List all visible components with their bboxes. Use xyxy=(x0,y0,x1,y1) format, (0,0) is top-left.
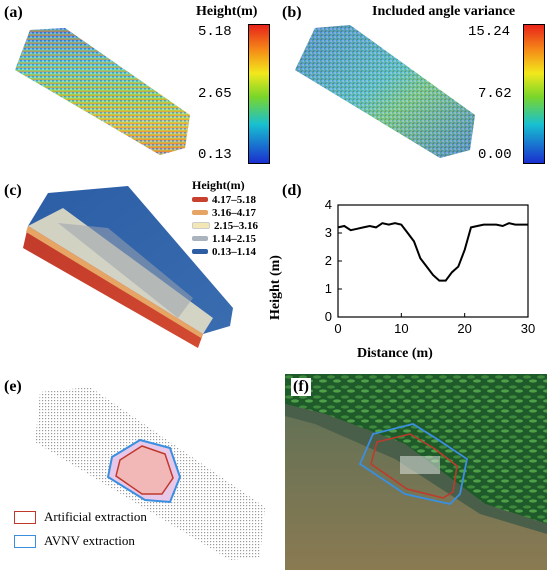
legend-c-item: 0.13–1.14 xyxy=(192,245,258,258)
legend-label: 1.14–2.15 xyxy=(212,232,256,245)
colorbar-b-tick-max: 15.24 xyxy=(468,24,511,40)
extraction-comparison-point-cloud xyxy=(35,387,265,560)
colorbar-a-title: Height(m) xyxy=(196,4,258,19)
aerial-photo xyxy=(285,374,547,570)
panel-b-label: (b) xyxy=(282,4,302,21)
legend-e-item: Artificial extraction xyxy=(14,505,147,529)
legend-label: AVNV extraction xyxy=(44,533,135,548)
y-tick-label: 2 xyxy=(325,253,332,268)
colorbar-b xyxy=(523,24,545,164)
legend-label: 4.17–5.18 xyxy=(212,193,256,206)
legend-label: 0.13–1.14 xyxy=(212,245,256,258)
colorbar-b-tick-mid: 7.62 xyxy=(478,86,512,102)
x-tick-label: 30 xyxy=(521,321,535,336)
legend-swatch xyxy=(192,210,208,215)
panel-f-label: (f) xyxy=(291,378,311,396)
x-tick-label: 10 xyxy=(394,321,408,336)
legend-c-item: 1.14–2.15 xyxy=(192,232,258,245)
point-cloud-angle-variance-plot xyxy=(295,25,475,158)
legend-e-item: AVNV extraction xyxy=(14,529,147,553)
height-profile-chart: 0 1 2 3 4 0 10 20 30 xyxy=(325,197,535,336)
y-axis-label: Height (m) xyxy=(268,255,283,320)
legend-c-item: 2.15–3.16 xyxy=(192,219,258,232)
legend-swatch xyxy=(192,197,208,202)
legend-swatch xyxy=(14,534,36,548)
panel-c-label: (c) xyxy=(4,182,22,199)
legend-label: 2.15–3.16 xyxy=(214,219,258,232)
legend-label: 3.16–4.17 xyxy=(212,206,256,219)
legend-swatch xyxy=(192,222,210,229)
legend-swatch xyxy=(192,249,208,254)
y-tick-label: 0 xyxy=(325,309,332,324)
y-tick-label: 4 xyxy=(325,197,332,212)
legend-swatch xyxy=(14,510,36,524)
x-axis-label: Distance (m) xyxy=(357,346,433,361)
legend-c: Height(m) 4.17–5.18 3.16–4.17 2.15–3.16 … xyxy=(192,178,258,258)
colorbar-a-tick-mid: 2.65 xyxy=(198,86,232,102)
colorbar-a xyxy=(248,24,270,164)
colorbar-b-title: Included angle variance xyxy=(372,4,516,19)
colorbar-a-tick-max: 5.18 xyxy=(198,24,232,40)
legend-c-title: Height(m) xyxy=(192,178,245,192)
legend-swatch xyxy=(192,236,208,241)
panel-a-label: (a) xyxy=(4,4,23,21)
plot-frame xyxy=(337,204,529,318)
legend-c-item: 4.17–5.18 xyxy=(192,193,258,206)
x-tick-label: 0 xyxy=(334,321,341,336)
panel-e-label: (e) xyxy=(4,378,22,395)
legend-label: Artificial extraction xyxy=(44,509,147,524)
panel-d-label: (d) xyxy=(282,182,302,199)
colorbar-a-tick-min: 0.13 xyxy=(198,147,232,163)
height-profile-line xyxy=(337,222,528,282)
colorbar-b-tick-min: 0.00 xyxy=(478,147,512,163)
y-tick-label: 1 xyxy=(325,281,332,296)
point-cloud-height-plot xyxy=(15,28,190,155)
x-tick-label: 20 xyxy=(457,321,471,336)
legend-c-item: 3.16–4.17 xyxy=(192,206,258,219)
legend-e: Artificial extraction AVNV extraction xyxy=(14,505,147,553)
y-tick-label: 3 xyxy=(325,225,332,240)
terrain-surface-model xyxy=(23,186,233,348)
